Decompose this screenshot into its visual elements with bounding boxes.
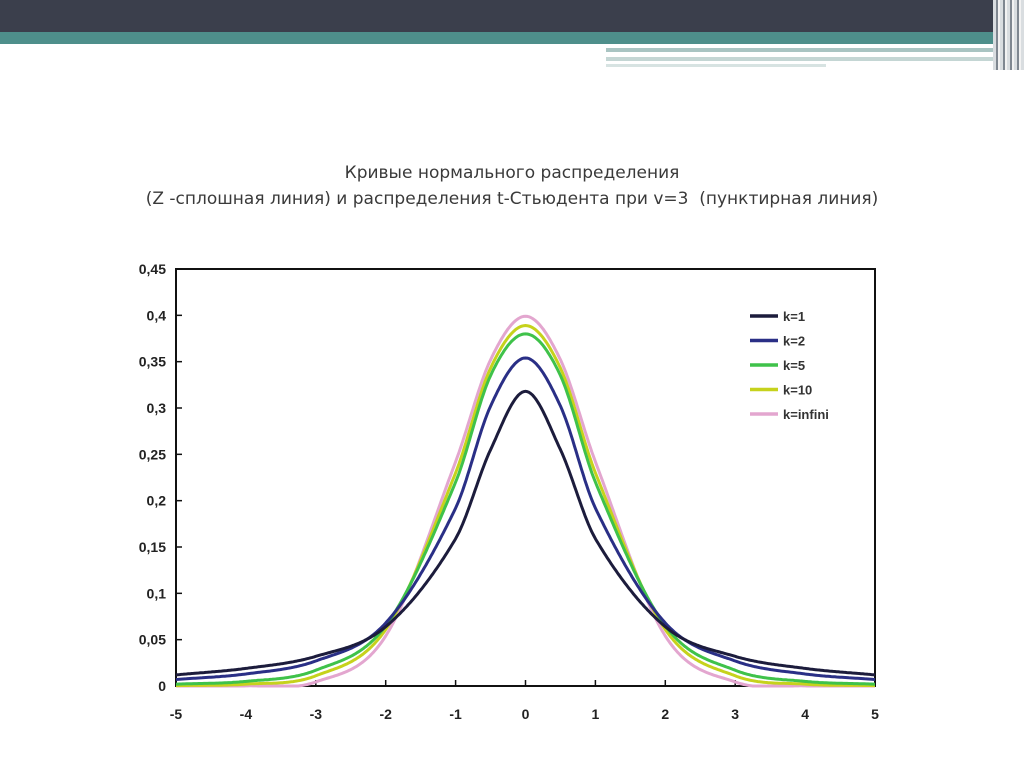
legend-label: k=5 xyxy=(783,358,805,373)
legend: k=1 k=2 k=5 k=10 k=infini xyxy=(750,309,829,422)
y-tick-label: 0,4 xyxy=(147,307,167,323)
legend-label: k=1 xyxy=(783,309,805,324)
legend-label: k=infini xyxy=(783,407,829,422)
title-line-2: (Z -сплошная линия) и распределения t-Ст… xyxy=(145,189,879,209)
x-tick-label: 4 xyxy=(801,706,809,722)
x-tick-label: -1 xyxy=(449,706,462,722)
x-tick-label: 0 xyxy=(522,706,530,722)
plot-area xyxy=(175,268,876,687)
y-tick-label: 0 xyxy=(158,678,166,694)
x-tick-label: -2 xyxy=(379,706,392,722)
accent-bar xyxy=(0,32,1000,44)
top-bar xyxy=(0,0,1024,32)
series-line-k=1 xyxy=(175,389,876,677)
slide-title: Кривые нормального распределения (Z -спл… xyxy=(0,160,1024,212)
x-tick-label: 5 xyxy=(871,706,879,722)
y-tick-label: 0,35 xyxy=(139,354,166,370)
y-tick-label: 0,3 xyxy=(147,400,167,416)
legend-label: k=10 xyxy=(783,383,812,398)
x-tick-label: 3 xyxy=(731,706,739,722)
series-line-k=infini xyxy=(176,314,875,688)
x-tick-label: -3 xyxy=(310,706,323,722)
x-tick-label: 1 xyxy=(592,706,600,722)
y-tick-label: 0,1 xyxy=(147,585,167,601)
curves xyxy=(175,314,876,688)
y-axis-ticks: 0 0,05 0,1 0,15 0,2 0,25 0,3 0,35 0,4 0,45 xyxy=(139,261,182,694)
y-tick-label: 0,15 xyxy=(139,539,166,555)
x-tick-label: -5 xyxy=(170,706,183,722)
title-line-1: Кривые нормального распределения xyxy=(344,163,680,183)
decorative-rule xyxy=(606,48,1000,52)
y-tick-label: 0,25 xyxy=(139,446,166,462)
series-line-k=10 xyxy=(176,324,875,688)
legend-label: k=2 xyxy=(783,334,805,349)
y-tick-label: 0,45 xyxy=(139,261,166,277)
series-line-k=2 xyxy=(175,356,876,681)
y-tick-label: 0,2 xyxy=(147,493,167,509)
series-line-k=5 xyxy=(176,332,875,686)
x-tick-label: -4 xyxy=(240,706,253,722)
decorative-rule xyxy=(606,64,826,67)
x-tick-label: 2 xyxy=(661,706,669,722)
decorative-stripes xyxy=(993,0,1024,70)
decorative-rule xyxy=(606,57,1000,61)
y-tick-label: 0,05 xyxy=(139,632,166,648)
